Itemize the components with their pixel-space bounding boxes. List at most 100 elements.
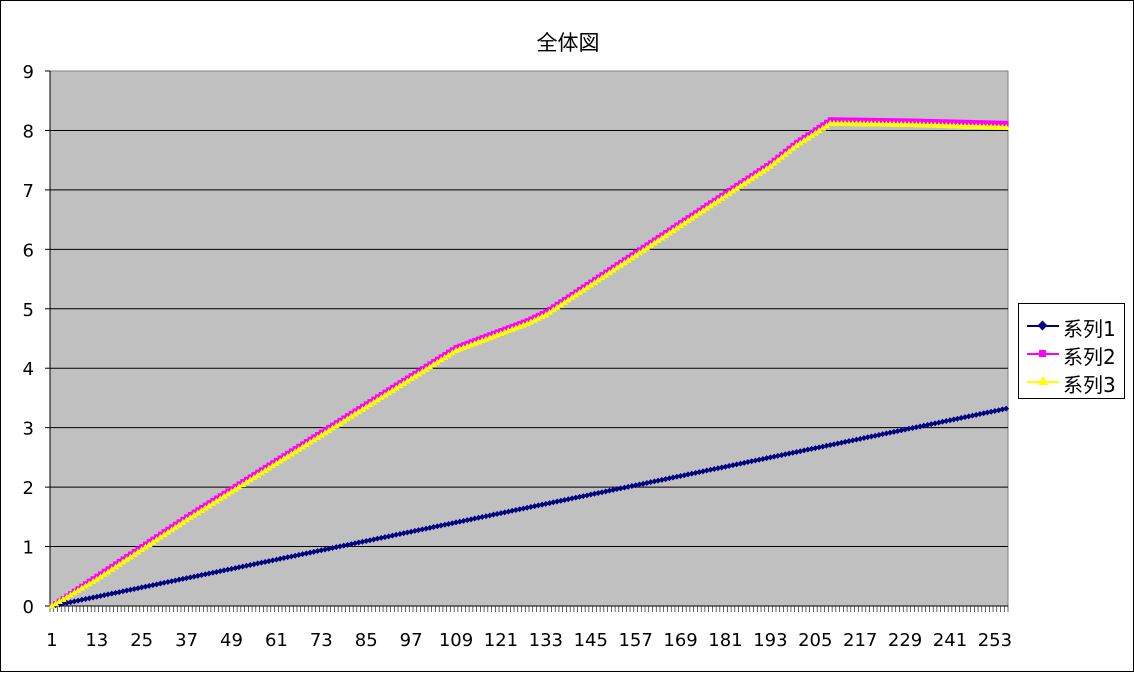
series-3-point — [175, 521, 183, 528]
series-3-point — [448, 349, 456, 356]
series-3-point — [108, 565, 116, 572]
series-2-point — [951, 119, 957, 125]
series-3-point — [635, 249, 643, 256]
series-3-point — [321, 429, 329, 436]
series-3-point — [441, 353, 449, 360]
series-3-point — [628, 254, 636, 261]
series-3-point — [403, 377, 411, 384]
series-3-point — [358, 405, 366, 412]
series-3-point — [620, 259, 628, 266]
series-3-point — [100, 570, 108, 577]
series-3-point — [718, 194, 726, 201]
series-3-point — [643, 244, 651, 251]
y-tick-label: 3 — [23, 419, 34, 440]
series-3-point — [811, 129, 819, 136]
series-2-point — [883, 118, 889, 124]
series-2-point — [902, 118, 908, 124]
series-3-point — [557, 301, 565, 308]
series-3-point — [553, 303, 561, 310]
series-3-point — [254, 471, 262, 478]
series-3-point — [800, 136, 808, 143]
series-3-point — [706, 202, 714, 209]
series-2-point — [891, 118, 897, 124]
series-2-point — [868, 117, 874, 123]
series-3-point — [231, 485, 239, 492]
series-2-point — [977, 120, 983, 126]
series-2-point — [999, 120, 1005, 126]
series-3-point — [48, 602, 56, 609]
series-3-point — [793, 141, 801, 148]
series-3-point — [624, 256, 632, 263]
series-2-point — [921, 118, 927, 124]
series-3-point — [291, 448, 299, 455]
series-3-point — [216, 495, 224, 502]
series-3-point — [422, 365, 430, 372]
series-3-point — [823, 122, 831, 129]
series-3-point — [153, 536, 161, 543]
series-3-point — [415, 370, 423, 377]
series-3-point — [407, 375, 415, 382]
series-3-point — [355, 408, 363, 415]
x-tick-label: 169 — [663, 630, 697, 651]
series-3-point — [594, 276, 602, 283]
series-3-point — [336, 419, 344, 426]
series-2-point — [966, 119, 972, 125]
legend: 系列1 系列2 系列3 — [1018, 303, 1125, 399]
series-3-point — [763, 165, 771, 172]
series-3-point — [770, 159, 778, 166]
series-3-point — [168, 526, 176, 533]
series-3-point — [598, 274, 606, 281]
legend-item-series3: 系列3 — [1025, 368, 1125, 397]
series-3-point — [93, 575, 101, 582]
x-tick-label: 85 — [355, 630, 378, 651]
series-3-point — [246, 476, 254, 483]
series-3-point — [190, 511, 198, 518]
series-3-point — [632, 251, 640, 258]
y-tick-label: 0 — [23, 597, 34, 618]
series-3-point — [59, 595, 67, 602]
series-3-point — [796, 139, 804, 146]
series-3-point — [242, 478, 250, 485]
series-3-point — [130, 550, 138, 557]
series-2-point — [992, 120, 998, 126]
series-3-point — [299, 443, 307, 450]
x-tick-label: 49 — [220, 630, 243, 651]
series-3-point — [662, 231, 670, 238]
series-3-point — [445, 351, 453, 358]
series-2-point — [925, 118, 931, 124]
y-tick-label: 8 — [23, 121, 34, 142]
legend-marker-series3 — [1038, 376, 1048, 385]
series-3-point — [673, 224, 681, 231]
x-tick-label: 157 — [618, 630, 652, 651]
series-3-point — [736, 182, 744, 189]
series-2-point — [824, 119, 830, 125]
x-tick-label: 181 — [708, 630, 742, 651]
y-tick-label: 6 — [23, 240, 34, 261]
x-tick-label: 241 — [933, 630, 967, 651]
series-3-point — [778, 153, 786, 160]
series-3-point — [310, 436, 318, 443]
series-3-point — [647, 241, 655, 248]
series-3-point — [269, 462, 277, 469]
series-3-point — [250, 473, 258, 480]
series-3-point — [145, 541, 153, 548]
series-3-point — [804, 134, 812, 141]
legend-marker-series1 — [1037, 320, 1048, 331]
x-tick-label: 133 — [529, 630, 563, 651]
series-2-point — [853, 117, 859, 123]
series-3-point — [392, 384, 400, 391]
series-3-point — [373, 396, 381, 403]
series-3-point — [729, 187, 737, 194]
series-2-point — [876, 117, 882, 123]
series-3-point — [774, 156, 782, 163]
series-3-point — [815, 127, 823, 134]
series-3-point — [710, 199, 718, 206]
series-3-point — [141, 543, 149, 550]
series-3-point — [568, 293, 576, 300]
series-2-point — [838, 117, 844, 123]
series-3-point — [179, 518, 187, 525]
series-3-point — [531, 316, 539, 323]
series-3-point — [572, 291, 580, 298]
series-3-point — [74, 586, 82, 593]
x-tick-label: 25 — [130, 630, 153, 651]
